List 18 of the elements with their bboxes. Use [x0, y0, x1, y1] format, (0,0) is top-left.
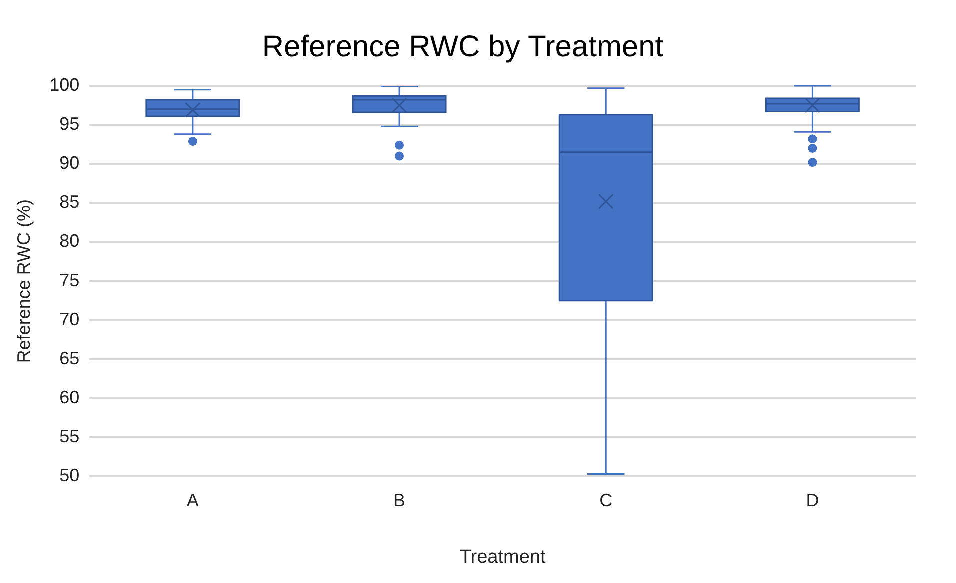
y-tick-label: 95: [60, 114, 80, 134]
y-tick-label: 55: [60, 426, 80, 447]
y-tick-label: 100: [50, 74, 80, 95]
y-tick-label: 70: [60, 309, 80, 330]
y-tick-label: 85: [60, 192, 80, 212]
x-axis-title: Treatment: [460, 546, 546, 568]
x-tick-label: C: [600, 490, 613, 510]
y-tick-label: 75: [60, 270, 80, 290]
chart-title: Reference RWC by Treatment: [262, 30, 664, 64]
y-axis-title: Reference RWC (%): [14, 199, 34, 364]
y-tick-label: 80: [60, 231, 80, 252]
y-tick-label: 90: [60, 153, 80, 174]
y-tick-label: 50: [60, 466, 80, 486]
x-tick-label: D: [806, 490, 820, 510]
x-tick-label: A: [186, 490, 199, 510]
y-tick-label: 60: [60, 387, 80, 408]
x-tick-label: B: [394, 490, 406, 510]
y-tick-label: 65: [60, 348, 80, 368]
